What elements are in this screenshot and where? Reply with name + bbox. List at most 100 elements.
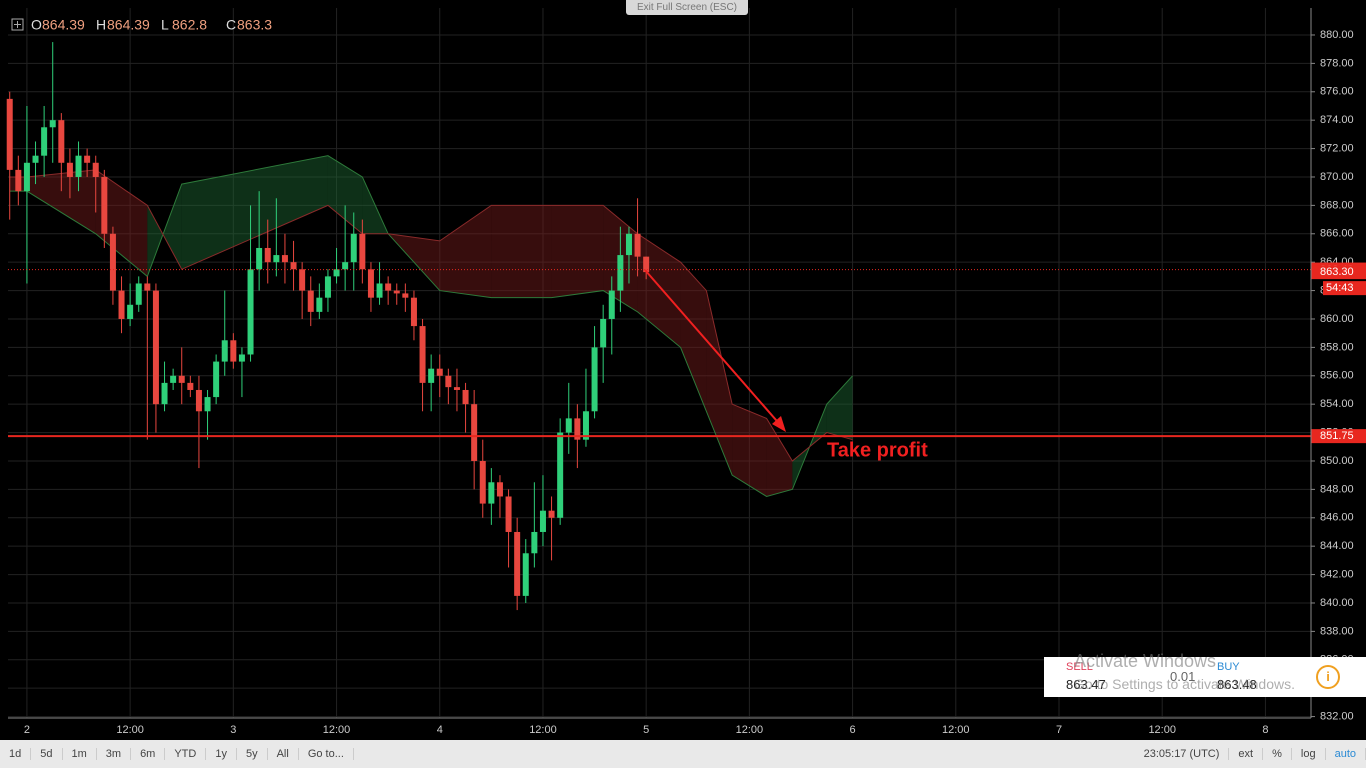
candle-body: [574, 418, 581, 440]
x-tick-label: 12:00: [323, 724, 351, 736]
watermark-title: Activate Windows: [1074, 651, 1217, 671]
x-tick-label: 12:00: [1148, 724, 1176, 736]
candle-body: [342, 262, 349, 270]
trade-panel: SELL 863.47 0.01 BUY 863.48 Activate Win…: [1044, 651, 1366, 697]
toolbar: 1d 5d 1m 3m 6m YTD 1y 5y All Go to... 23:05:17 (UT…: [0, 740, 1366, 768]
buy-label[interactable]: BUY: [1217, 661, 1240, 673]
cloud-span-a: [9, 155, 853, 498]
candle-body: [204, 397, 211, 412]
candle-body: [6, 98, 13, 170]
x-tick-label: 5: [643, 724, 649, 736]
candle-body: [333, 269, 340, 277]
chart: 832.00834.00836.00838.00840.00842.00844.…: [6, 8, 1366, 736]
countdown-bg: [1323, 281, 1366, 296]
x-tick-label: 12:00: [529, 724, 557, 736]
candle-body: [84, 155, 91, 163]
clock: 23:05:17 (UTC): [1135, 748, 1230, 760]
range-button[interactable]: 1m: [63, 748, 97, 760]
annotation: Take profit: [827, 439, 928, 461]
option-button[interactable]: ext: [1229, 748, 1264, 760]
option-button[interactable]: auto: [1326, 748, 1366, 760]
candle-body: [453, 387, 460, 390]
y-tick-label: 854.00: [1320, 398, 1354, 410]
arrow-head: [772, 416, 786, 432]
countdown: 54:43: [1326, 282, 1354, 294]
candle-body: [290, 262, 297, 270]
y-tick-label: 874.00: [1320, 114, 1354, 126]
cloud-segment: [181, 155, 328, 270]
range-button[interactable]: 3m: [97, 748, 132, 760]
range-button[interactable]: 1d: [0, 748, 32, 760]
range-button[interactable]: 1y: [206, 748, 237, 760]
cloud-segment: [706, 290, 733, 476]
y-tick-label: 850.00: [1320, 455, 1354, 467]
candle-body: [324, 276, 331, 298]
ohlc-value: 862.8: [172, 17, 207, 33]
x-tick-label: 7: [1056, 724, 1062, 736]
cloud-span-b: [9, 169, 853, 462]
y-tick-label: 880.00: [1320, 29, 1354, 41]
cloud-segment: [551, 205, 604, 298]
y-tick-label: 846.00: [1320, 512, 1354, 524]
ohlc-value: 864.39: [107, 17, 150, 33]
y-tick-label: 878.00: [1320, 57, 1354, 69]
range-button[interactable]: 5y: [237, 748, 268, 760]
cloud-segment: [439, 205, 492, 298]
range-button[interactable]: All: [268, 748, 299, 760]
y-tick-label: 838.00: [1320, 625, 1354, 637]
candle-body: [127, 304, 134, 319]
quantity[interactable]: 0.01: [1170, 669, 1196, 684]
candle-body: [617, 255, 624, 291]
sell-price[interactable]: 863.47: [1066, 677, 1106, 692]
y-tick-label: 876.00: [1320, 86, 1354, 98]
range-button[interactable]: 6m: [131, 748, 166, 760]
x-tick-label: 6: [850, 724, 856, 736]
x-tick-label: 4: [437, 724, 443, 736]
y-tick-label: 856.00: [1320, 370, 1354, 382]
candle-body: [152, 290, 159, 405]
candle-body: [471, 404, 478, 461]
cloud-segment: [766, 418, 793, 497]
x-tick-label: 12:00: [942, 724, 970, 736]
info-icon[interactable]: i: [1316, 665, 1340, 689]
option-button[interactable]: log: [1292, 748, 1326, 760]
goto-button[interactable]: Go to...: [299, 748, 354, 760]
candle-body: [600, 318, 607, 348]
candle-body: [58, 120, 65, 163]
range-button[interactable]: 5d: [31, 748, 63, 760]
arrow: [644, 269, 784, 429]
option-button[interactable]: %: [1263, 748, 1292, 760]
collapse-icon[interactable]: [11, 18, 24, 31]
candle-body: [161, 382, 168, 405]
exit-fullscreen[interactable]: Exit Full Screen (ESC): [626, 0, 748, 15]
candle-body: [419, 326, 426, 383]
candle-body: [195, 389, 202, 412]
candle-body: [281, 255, 288, 263]
candle-body: [316, 297, 323, 312]
candle-body: [505, 496, 512, 532]
candle-body: [539, 510, 546, 532]
candle-body: [557, 432, 564, 518]
candle-body: [247, 269, 254, 355]
toolbar-right: 23:05:17 (UTC) ext% log auto: [1135, 748, 1366, 760]
candle-body: [118, 290, 125, 319]
candle-body: [445, 375, 452, 388]
ohlc-value: 864.39: [42, 17, 85, 33]
candle-body: [264, 247, 271, 263]
buy-price[interactable]: 863.48: [1217, 677, 1257, 692]
candle-body: [582, 411, 589, 440]
candle-body: [591, 347, 598, 412]
candle-body: [496, 482, 503, 497]
y-tick-label: 870.00: [1320, 171, 1354, 183]
sell-label[interactable]: SELL: [1066, 661, 1093, 673]
candle-body: [49, 120, 56, 128]
candle-body: [565, 418, 572, 433]
y-tick-label: 844.00: [1320, 540, 1354, 552]
x-tick-label: 12:00: [736, 724, 764, 736]
range-button[interactable]: YTD: [165, 748, 207, 760]
candle-body: [221, 340, 228, 362]
candle-body: [608, 290, 615, 319]
candle-body: [350, 233, 357, 263]
candle-body: [230, 340, 237, 362]
x-tick-label: 8: [1262, 724, 1268, 736]
